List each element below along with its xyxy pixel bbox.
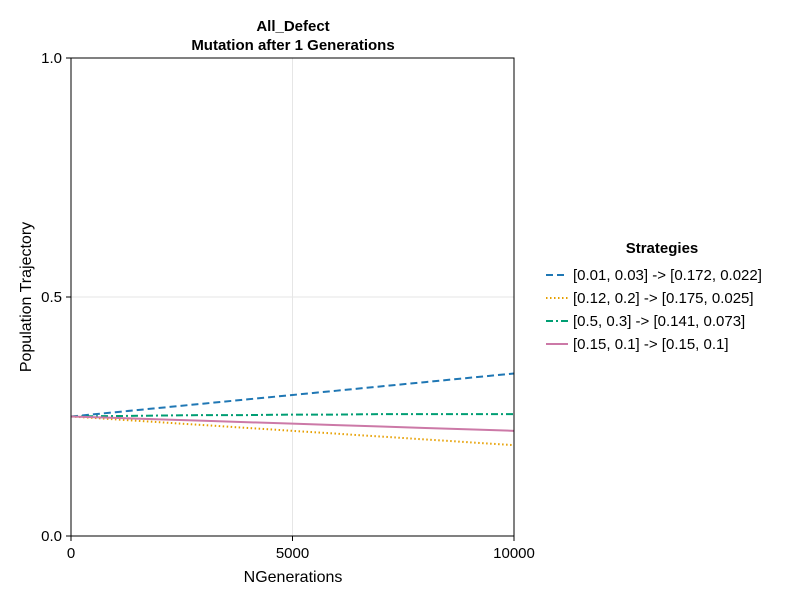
y-tick-label: 1.0 [41, 50, 62, 67]
legend-title: Strategies [626, 240, 699, 257]
series-line-3 [70, 413, 514, 418]
y-tick-label: 0.0 [41, 528, 62, 545]
legend-label: [0.5, 0.3] -> [0.141, 0.073] [573, 313, 745, 330]
x-axis-label: NGenerations [244, 569, 343, 586]
legend-label: [0.01, 0.03] -> [0.172, 0.022] [573, 267, 762, 284]
legend: Strategies [0.01, 0.03] -> [0.172, 0.022… [546, 240, 762, 353]
series-line-4 [70, 415, 515, 432]
chart-title: All_Defect [256, 18, 329, 35]
x-tick-label: 10000 [493, 545, 535, 562]
legend-item: [0.12, 0.2] -> [0.175, 0.025] [546, 290, 754, 307]
x-tick-label: 5000 [276, 545, 309, 562]
legend-item: [0.01, 0.03] -> [0.172, 0.022] [546, 267, 762, 284]
y-tick-label: 0.5 [41, 289, 62, 306]
legend-item: [0.15, 0.1] -> [0.15, 0.1] [546, 336, 729, 353]
series-lines [70, 372, 515, 447]
series-line-1 [70, 372, 515, 418]
chart-subtitle: Mutation after 1 Generations [191, 37, 394, 54]
x-tick-label: 0 [67, 545, 75, 562]
legend-label: [0.15, 0.1] -> [0.15, 0.1] [573, 336, 729, 353]
legend-item: [0.5, 0.3] -> [0.141, 0.073] [546, 313, 745, 330]
legend-items: [0.01, 0.03] -> [0.172, 0.022] [0.12, 0.2… [546, 267, 762, 353]
y-axis-label: Population Trajectory [18, 222, 35, 372]
legend-label: [0.12, 0.2] -> [0.175, 0.025] [573, 290, 754, 307]
grid [70, 57, 515, 537]
axis-ticks: 0 5000 10000 0.0 0.5 1.0 [41, 50, 535, 562]
